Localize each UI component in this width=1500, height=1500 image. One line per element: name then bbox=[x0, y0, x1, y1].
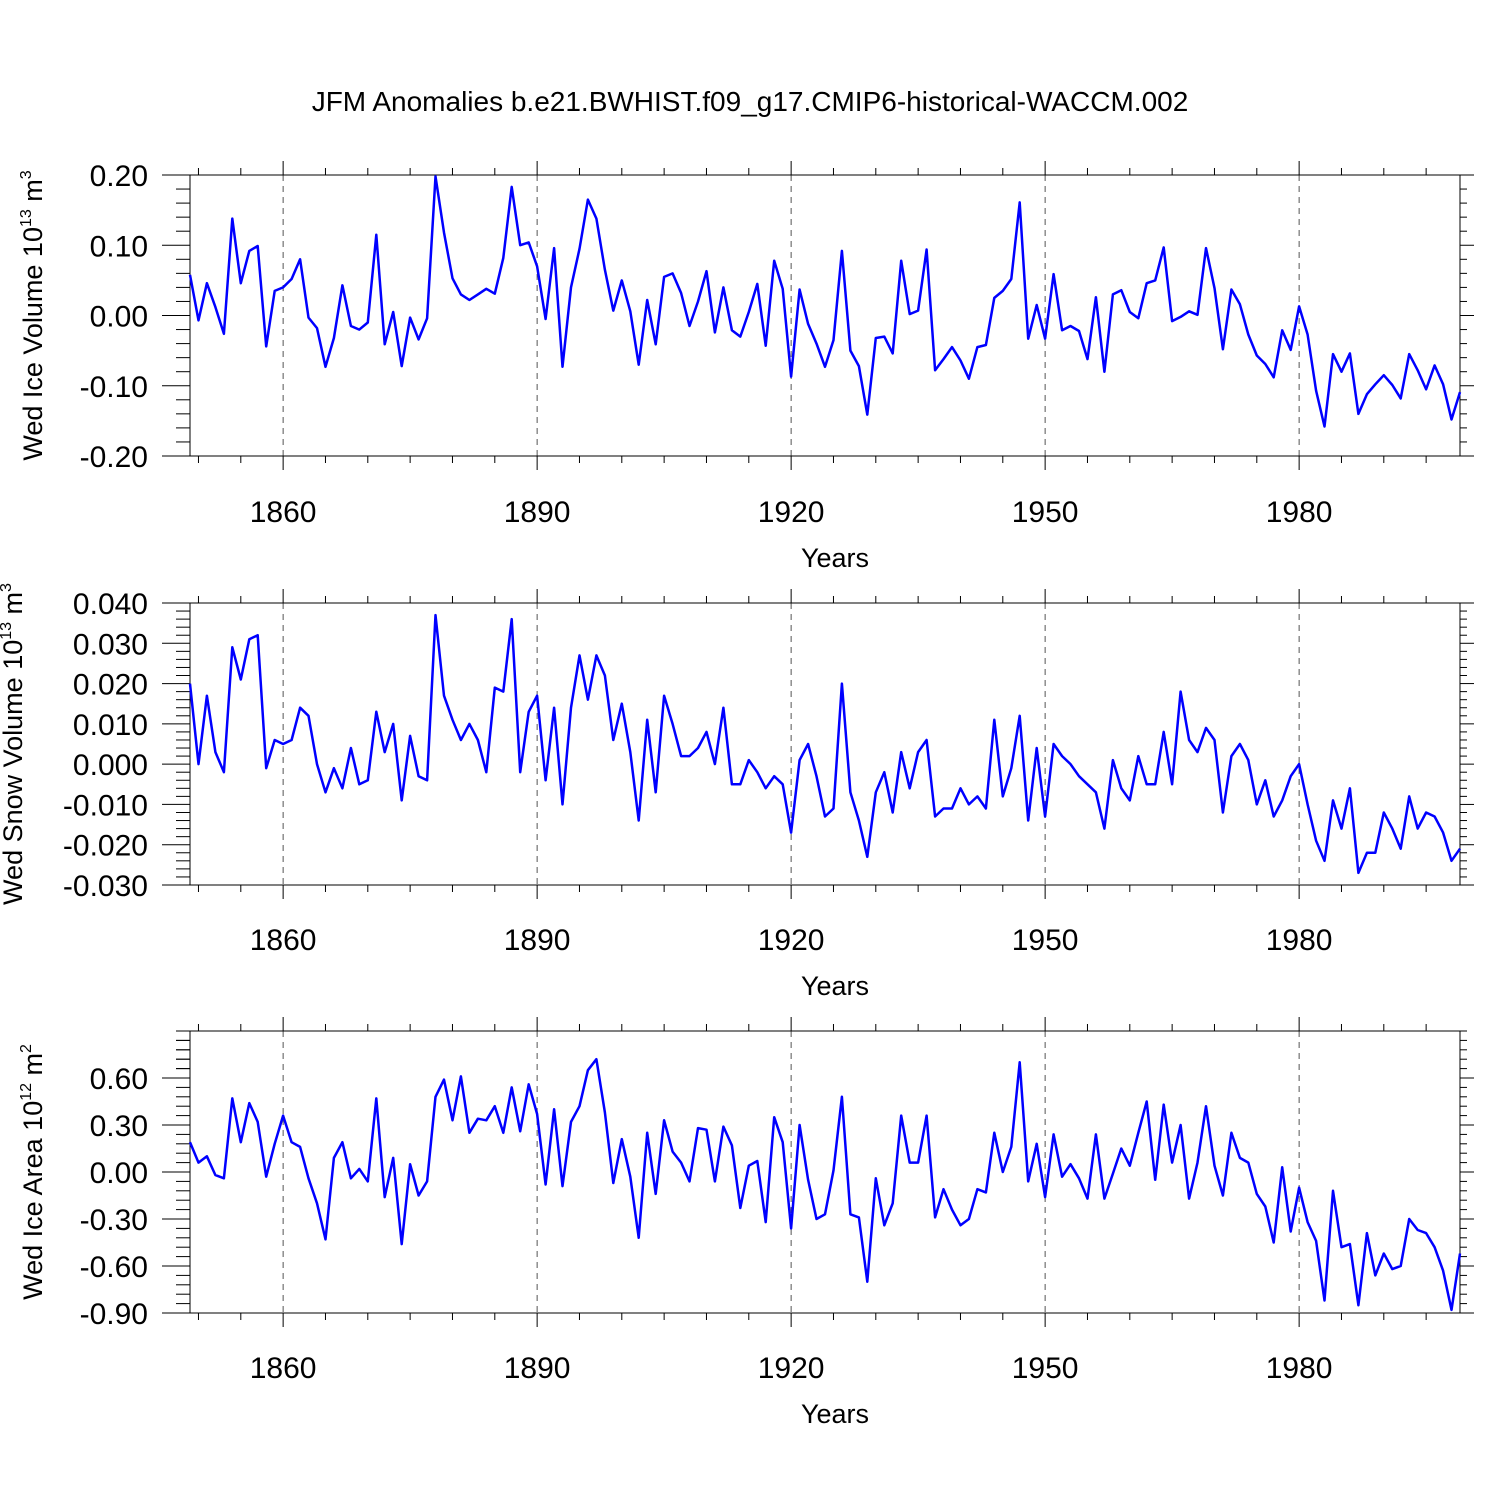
y-tick-label: 0.10 bbox=[90, 230, 148, 263]
x-tick-label: 1860 bbox=[250, 496, 317, 529]
y-tick-label: -0.030 bbox=[63, 870, 148, 903]
x-tick-label: 1920 bbox=[758, 924, 825, 957]
y-axis-title: Wed Snow Volume 1013 m3 bbox=[0, 583, 28, 905]
chart-panels: 1860 1890 1920 1950 1980Years-0.20-0.100.000… bbox=[0, 160, 1474, 1429]
y-tick-label: -0.10 bbox=[80, 371, 148, 404]
x-tick-label: 1890 bbox=[504, 924, 571, 957]
y-tick-label: 0.030 bbox=[73, 628, 148, 661]
y-axis-title: Wed Ice Area 1012 m2 bbox=[18, 1044, 48, 1300]
x-tick-label: 1920 bbox=[758, 496, 825, 529]
y-axis-title-exponent: 13 bbox=[18, 209, 35, 227]
y-tick-label: 0.00 bbox=[90, 1157, 148, 1190]
plot-frame bbox=[189, 174, 1461, 457]
x-axis-title: Years bbox=[801, 1399, 869, 1429]
x-tick-label: 1980 bbox=[1266, 1352, 1333, 1385]
series-line bbox=[188, 1057, 1462, 1312]
y-tick-label: -0.90 bbox=[80, 1298, 148, 1331]
x-tick-label: 1920 bbox=[758, 1352, 825, 1385]
x-tick-label: 1950 bbox=[1012, 1352, 1079, 1385]
y-axis-title-exponent: 12 bbox=[18, 1083, 35, 1101]
y-tick-label: 0.020 bbox=[73, 669, 148, 702]
y-tick-label: 0.60 bbox=[90, 1063, 148, 1096]
x-tick-label: 1890 bbox=[504, 1352, 571, 1385]
y-tick-label: -0.30 bbox=[80, 1204, 148, 1237]
chart-panel-3: 1860 1890 1920 1950 1980 Years -0.90 -0.60 -0.30… bbox=[18, 1017, 1474, 1429]
y-axis-title-text: Wed Snow Volume 10 bbox=[0, 640, 28, 905]
y-axis-title-unit: m bbox=[18, 1053, 48, 1083]
y-axis-title: Wed Ice Volume 1013 m3 bbox=[18, 170, 48, 460]
series-line bbox=[188, 175, 1462, 428]
y-tick-label: 0.30 bbox=[90, 1110, 148, 1143]
chart-title: JFM Anomalies b.e21.BWHIST.f09_g17.CMIP6… bbox=[312, 86, 1189, 117]
y-tick-label: 0.000 bbox=[73, 749, 148, 782]
series-line bbox=[188, 613, 1462, 875]
y-tick-label: 0.20 bbox=[90, 160, 148, 193]
y-axis-title-unit-exponent: 2 bbox=[18, 1044, 35, 1053]
plot-frame bbox=[189, 1030, 1461, 1314]
chart-panel-1: 1860 1890 1920 1950 1980 Years -0.20 -0.10 0.00 0… bbox=[18, 160, 1474, 573]
y-axis-title-unit: m bbox=[0, 592, 28, 622]
chart-panel-2: 1860 1890 1920 1950 1980 Years -0.030 -0.020 -0.… bbox=[0, 583, 1474, 1001]
x-axis-title: Years bbox=[801, 971, 869, 1001]
y-axis-title-text: Wed Ice Volume 10 bbox=[18, 227, 48, 461]
y-tick-label: -0.20 bbox=[80, 441, 148, 474]
x-axis-title: Years bbox=[801, 543, 869, 573]
x-tick-label: 1890 bbox=[504, 496, 571, 529]
y-tick-label: -0.010 bbox=[63, 789, 148, 822]
y-axis-title-exponent: 13 bbox=[0, 622, 15, 640]
x-tick-label: 1860 bbox=[250, 924, 317, 957]
x-tick-label: 1860 bbox=[250, 1352, 317, 1385]
y-tick-label: 0.040 bbox=[73, 588, 148, 621]
x-tick-label: 1980 bbox=[1266, 496, 1333, 529]
x-tick-label: 1980 bbox=[1266, 924, 1333, 957]
y-axis-title-unit: m bbox=[18, 179, 48, 209]
y-tick-label: -0.60 bbox=[80, 1251, 148, 1284]
x-tick-label: 1950 bbox=[1012, 924, 1079, 957]
y-tick-label: 0.00 bbox=[90, 301, 148, 334]
y-tick-label: 0.010 bbox=[73, 709, 148, 742]
y-axis-title-text: Wed Ice Area 10 bbox=[18, 1101, 48, 1300]
x-tick-label: 1950 bbox=[1012, 496, 1079, 529]
y-axis-title-unit-exponent: 3 bbox=[0, 583, 15, 592]
plot-frame bbox=[189, 602, 1461, 886]
y-tick-label: -0.020 bbox=[63, 830, 148, 863]
y-axis-title-unit-exponent: 3 bbox=[18, 170, 35, 179]
